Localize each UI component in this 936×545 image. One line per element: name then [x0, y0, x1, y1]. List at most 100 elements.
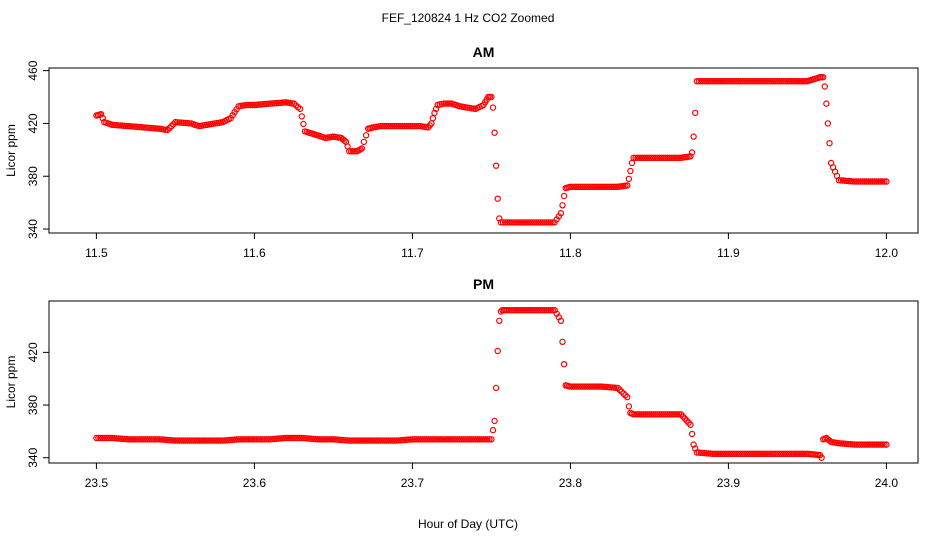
- data-point: [358, 145, 365, 152]
- data-point: [688, 149, 696, 156]
- data-point: [172, 437, 179, 444]
- data-point: [245, 101, 252, 109]
- data-point: [656, 154, 663, 161]
- data-point: [853, 178, 861, 185]
- data-point: [213, 437, 221, 444]
- data-point: [296, 434, 303, 442]
- data-point: [395, 437, 402, 444]
- data-point: [537, 307, 545, 314]
- data-point: [772, 450, 780, 457]
- data-point: [367, 437, 375, 444]
- data-point: [338, 436, 345, 444]
- data-point: [713, 77, 720, 85]
- data-point: [180, 437, 187, 444]
- data-point: [746, 450, 754, 457]
- data-point: [108, 434, 116, 442]
- data-point: [743, 450, 750, 457]
- data-point: [543, 307, 550, 314]
- data-point: [185, 120, 193, 127]
- data-point: [154, 436, 161, 443]
- data-point: [415, 122, 422, 130]
- data-point: [743, 77, 750, 85]
- data-point: [794, 77, 801, 85]
- y-tick-label: 380: [26, 395, 40, 415]
- data-point: [861, 441, 868, 448]
- data-point: [721, 77, 728, 85]
- data-point: [284, 434, 292, 442]
- data-point: [627, 167, 634, 175]
- data-point: [393, 122, 400, 130]
- data-point: [592, 183, 600, 190]
- data-point: [705, 77, 712, 85]
- data-point: [144, 436, 151, 443]
- data-point: [573, 183, 580, 190]
- data-point: [644, 154, 651, 161]
- data-point: [448, 436, 456, 443]
- data-point: [560, 192, 568, 200]
- data-point: [567, 183, 574, 190]
- data-point: [191, 437, 199, 444]
- data-point: [713, 450, 720, 457]
- data-point: [652, 411, 659, 418]
- data-point: [257, 436, 264, 443]
- data-point: [634, 154, 641, 161]
- data-point: [640, 154, 647, 161]
- data-point: [652, 154, 659, 161]
- data-point: [509, 307, 517, 314]
- data-point: [535, 307, 543, 314]
- data-point: [867, 441, 874, 448]
- data-point: [515, 307, 523, 314]
- data-point: [517, 219, 525, 226]
- data-point: [792, 450, 799, 457]
- data-point: [488, 93, 495, 101]
- data-point: [602, 183, 610, 190]
- data-point: [877, 441, 884, 448]
- data-point: [434, 436, 442, 443]
- data-point: [662, 154, 669, 161]
- data-point: [881, 178, 888, 185]
- data-point: [199, 437, 207, 444]
- data-point: [529, 307, 537, 314]
- data-point: [211, 437, 219, 444]
- data-point: [381, 437, 388, 444]
- data-point: [174, 437, 181, 444]
- data-point: [762, 450, 770, 457]
- data-point: [790, 77, 797, 85]
- data-point: [725, 450, 732, 457]
- data-point: [788, 450, 795, 457]
- data-point: [288, 434, 296, 442]
- data-point: [778, 77, 785, 85]
- data-point: [744, 77, 752, 85]
- data-point: [778, 450, 785, 457]
- x-tick-label: 23.5: [85, 476, 109, 490]
- y-tick-label: 380: [26, 166, 40, 186]
- data-point: [280, 434, 288, 442]
- data-point: [521, 219, 529, 226]
- data-point: [671, 411, 679, 418]
- data-point: [508, 307, 515, 314]
- data-point: [458, 436, 465, 443]
- data-point: [259, 436, 266, 443]
- x-tick-label: 11.5: [85, 246, 108, 260]
- data-point: [193, 437, 201, 444]
- data-point: [383, 437, 390, 444]
- data-point: [454, 436, 461, 443]
- data-point: [782, 77, 789, 85]
- data-point: [318, 436, 325, 443]
- data-point: [664, 411, 671, 418]
- data-point: [267, 100, 274, 107]
- data-point: [182, 437, 189, 444]
- data-point: [837, 177, 845, 184]
- data-point: [739, 77, 746, 85]
- data-point: [346, 437, 353, 444]
- data-point: [598, 183, 606, 190]
- data-point: [855, 178, 863, 185]
- data-point: [861, 178, 868, 185]
- data-point: [772, 77, 780, 85]
- data-point: [579, 383, 586, 390]
- data-point: [389, 437, 396, 444]
- data-point: [715, 77, 722, 85]
- data-point: [261, 436, 268, 443]
- data-point: [535, 219, 543, 226]
